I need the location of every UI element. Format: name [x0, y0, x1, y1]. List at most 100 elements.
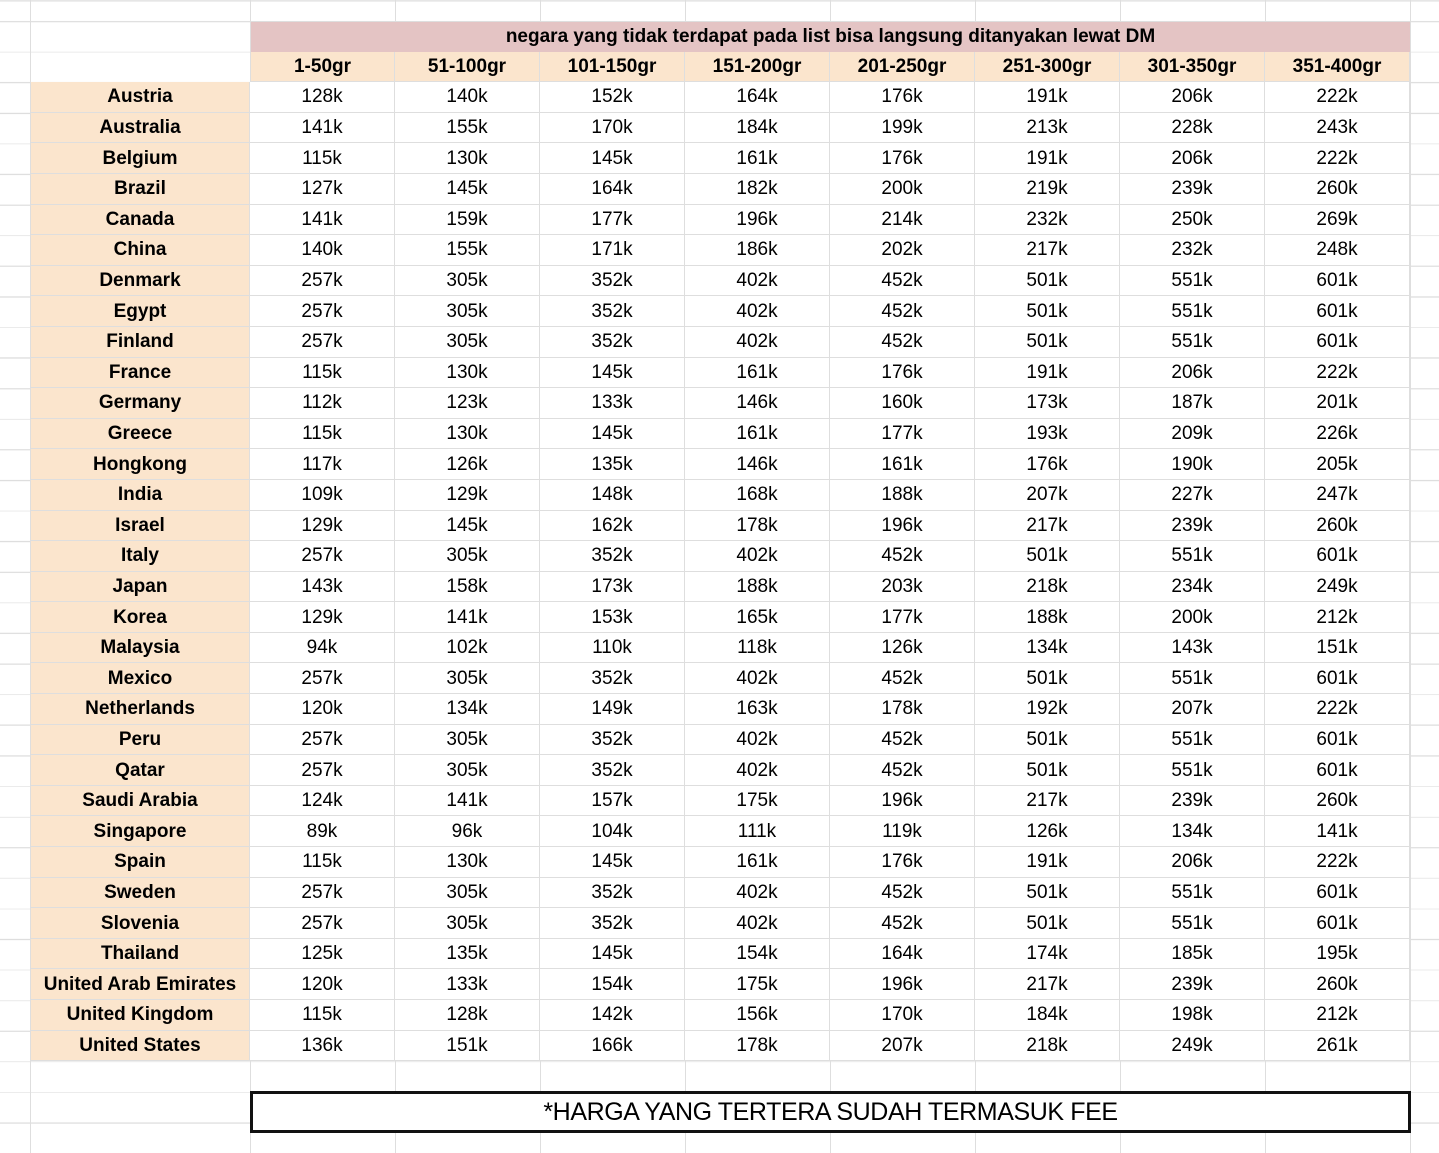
country-cell[interactable]: Qatar: [30, 755, 250, 786]
price-cell[interactable]: 89k: [250, 816, 395, 848]
country-cell[interactable]: Netherlands: [30, 694, 250, 725]
price-cell[interactable]: 206k: [1120, 847, 1265, 878]
price-cell[interactable]: 212k: [1265, 602, 1410, 633]
footnote-cell[interactable]: *HARGA YANG TERTERA SUDAH TERMASUK FEE: [250, 1091, 1411, 1133]
price-cell[interactable]: 551k: [1120, 877, 1265, 909]
price-cell[interactable]: 143k: [1120, 632, 1265, 664]
price-cell[interactable]: 112k: [250, 388, 395, 419]
price-cell[interactable]: 452k: [830, 326, 975, 358]
price-cell[interactable]: 305k: [395, 541, 540, 572]
weight-header-cell[interactable]: 151-200gr: [685, 51, 830, 83]
price-cell[interactable]: 217k: [975, 969, 1120, 1000]
price-cell[interactable]: 226k: [1265, 418, 1410, 450]
price-cell[interactable]: 115k: [250, 847, 395, 878]
price-cell[interactable]: 156k: [685, 1000, 830, 1031]
price-cell[interactable]: 176k: [830, 847, 975, 878]
price-cell[interactable]: 123k: [395, 388, 540, 419]
price-cell[interactable]: 128k: [250, 82, 395, 113]
price-cell[interactable]: 257k: [250, 877, 395, 909]
price-cell[interactable]: 203k: [830, 571, 975, 603]
price-cell[interactable]: 601k: [1265, 724, 1410, 756]
price-cell[interactable]: 217k: [975, 785, 1120, 817]
price-cell[interactable]: 206k: [1120, 82, 1265, 113]
price-cell[interactable]: 219k: [975, 173, 1120, 205]
price-cell[interactable]: 214k: [830, 204, 975, 236]
price-cell[interactable]: 352k: [540, 296, 685, 327]
country-cell[interactable]: United Arab Emirates: [30, 969, 250, 1000]
price-cell[interactable]: 185k: [1120, 938, 1265, 970]
price-cell[interactable]: 249k: [1265, 571, 1410, 603]
price-cell[interactable]: 209k: [1120, 418, 1265, 450]
price-cell[interactable]: 352k: [540, 724, 685, 756]
price-cell[interactable]: 120k: [250, 969, 395, 1000]
price-cell[interactable]: 134k: [395, 694, 540, 725]
price-cell[interactable]: 222k: [1265, 82, 1410, 113]
price-cell[interactable]: 501k: [975, 755, 1120, 786]
price-cell[interactable]: 140k: [395, 82, 540, 113]
country-cell[interactable]: Germany: [30, 388, 250, 419]
price-cell[interactable]: 402k: [685, 541, 830, 572]
price-cell[interactable]: 352k: [540, 326, 685, 358]
price-cell[interactable]: 501k: [975, 663, 1120, 695]
price-cell[interactable]: 153k: [540, 602, 685, 633]
weight-header-cell[interactable]: 201-250gr: [830, 51, 975, 83]
price-cell[interactable]: 171k: [540, 235, 685, 266]
price-cell[interactable]: 120k: [250, 694, 395, 725]
price-cell[interactable]: 269k: [1265, 204, 1410, 236]
country-cell[interactable]: Israel: [30, 510, 250, 542]
price-cell[interactable]: 260k: [1265, 785, 1410, 817]
price-cell[interactable]: 218k: [975, 571, 1120, 603]
price-cell[interactable]: 551k: [1120, 908, 1265, 939]
price-cell[interactable]: 102k: [395, 632, 540, 664]
weight-header-cell[interactable]: 251-300gr: [975, 51, 1120, 83]
price-cell[interactable]: 126k: [830, 632, 975, 664]
price-cell[interactable]: 239k: [1120, 173, 1265, 205]
price-cell[interactable]: 161k: [685, 847, 830, 878]
price-cell[interactable]: 191k: [975, 847, 1120, 878]
country-cell[interactable]: Denmark: [30, 265, 250, 297]
price-cell[interactable]: 196k: [830, 785, 975, 817]
price-cell[interactable]: 501k: [975, 877, 1120, 909]
country-cell[interactable]: Finland: [30, 326, 250, 358]
price-cell[interactable]: 141k: [395, 785, 540, 817]
price-cell[interactable]: 177k: [540, 204, 685, 236]
price-cell[interactable]: 145k: [395, 173, 540, 205]
price-cell[interactable]: 161k: [685, 357, 830, 389]
country-cell[interactable]: Saudi Arabia: [30, 785, 250, 817]
price-cell[interactable]: 146k: [685, 388, 830, 419]
price-cell[interactable]: 115k: [250, 418, 395, 450]
price-cell[interactable]: 212k: [1265, 1000, 1410, 1031]
price-cell[interactable]: 176k: [830, 143, 975, 174]
price-cell[interactable]: 184k: [975, 1000, 1120, 1031]
price-cell[interactable]: 188k: [975, 602, 1120, 633]
price-cell[interactable]: 170k: [540, 112, 685, 144]
price-cell[interactable]: 118k: [685, 632, 830, 664]
price-cell[interactable]: 228k: [1120, 112, 1265, 144]
price-cell[interactable]: 243k: [1265, 112, 1410, 144]
price-cell[interactable]: 352k: [540, 755, 685, 786]
price-cell[interactable]: 136k: [250, 1030, 395, 1062]
price-cell[interactable]: 187k: [1120, 388, 1265, 419]
country-cell[interactable]: Canada: [30, 204, 250, 236]
price-cell[interactable]: 260k: [1265, 173, 1410, 205]
price-cell[interactable]: 305k: [395, 755, 540, 786]
country-cell[interactable]: Greece: [30, 418, 250, 450]
price-cell[interactable]: 402k: [685, 663, 830, 695]
price-cell[interactable]: 177k: [830, 602, 975, 633]
price-cell[interactable]: 257k: [250, 724, 395, 756]
price-cell[interactable]: 402k: [685, 877, 830, 909]
price-cell[interactable]: 127k: [250, 173, 395, 205]
price-cell[interactable]: 175k: [685, 785, 830, 817]
price-cell[interactable]: 222k: [1265, 357, 1410, 389]
price-cell[interactable]: 159k: [395, 204, 540, 236]
price-cell[interactable]: 206k: [1120, 357, 1265, 389]
price-cell[interactable]: 452k: [830, 755, 975, 786]
price-cell[interactable]: 402k: [685, 724, 830, 756]
price-cell[interactable]: 200k: [830, 173, 975, 205]
price-cell[interactable]: 305k: [395, 265, 540, 297]
price-cell[interactable]: 452k: [830, 877, 975, 909]
country-cell[interactable]: India: [30, 479, 250, 511]
country-cell[interactable]: Japan: [30, 571, 250, 603]
price-cell[interactable]: 158k: [395, 571, 540, 603]
price-cell[interactable]: 145k: [540, 847, 685, 878]
